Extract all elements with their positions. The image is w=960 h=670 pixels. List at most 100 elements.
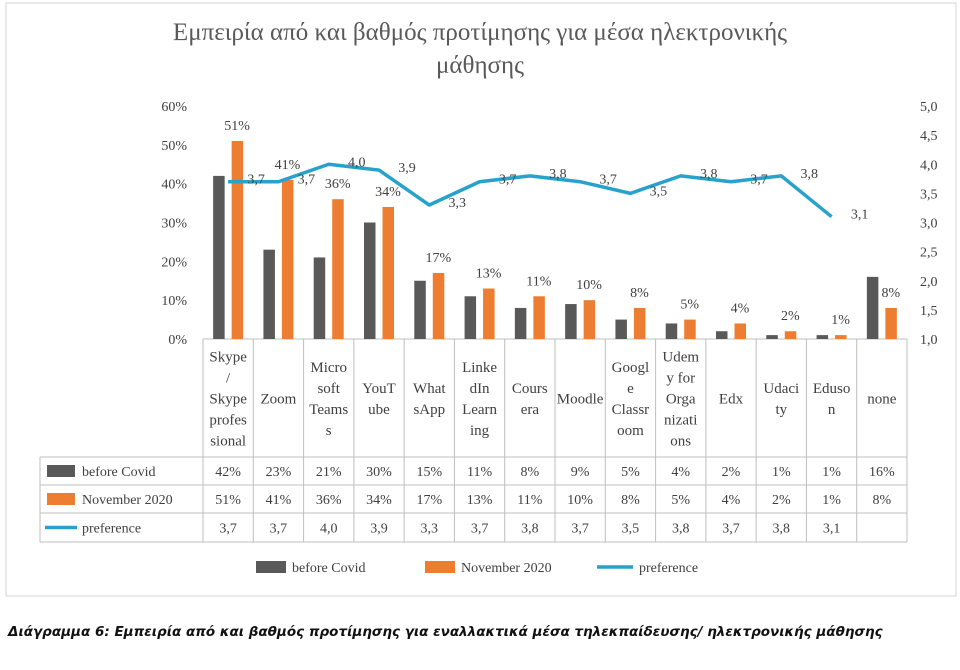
bar-data-label: 8% <box>630 286 649 301</box>
line-data-label: 3,8 <box>801 167 819 182</box>
table-cell: 3,7 <box>722 522 740 537</box>
right-tick-label: 4,5 <box>920 129 938 144</box>
table-cell: 1% <box>772 465 791 480</box>
table-cell: 3,8 <box>521 522 539 537</box>
left-tick-label: 50% <box>161 139 187 154</box>
bar-before-covid <box>464 296 477 339</box>
right-tick-label: 2,5 <box>920 246 938 261</box>
table-cell: 3,7 <box>270 522 288 537</box>
bar-before-covid <box>313 257 326 339</box>
category-label: Cours era <box>512 381 548 418</box>
legend: before Covid November 2020 preference <box>256 561 698 576</box>
right-tick-label: 5,0 <box>920 100 938 115</box>
chart-frame <box>5 2 957 597</box>
table-cell: 1% <box>822 465 841 480</box>
right-tick-label: 1,5 <box>920 304 938 319</box>
bar-november-2020 <box>231 140 244 339</box>
category-label: none <box>867 392 897 408</box>
category-label: Micro soft Teams s <box>309 360 348 439</box>
table-cell: 8% <box>873 493 892 508</box>
bar-november-2020 <box>734 323 746 339</box>
table-cell: 3,8 <box>672 522 690 537</box>
legend-key <box>256 561 286 573</box>
category-label: YouT ube <box>362 381 396 418</box>
table-cell: 11% <box>467 465 492 480</box>
table-cell: 8% <box>521 465 540 480</box>
table-cell: 41% <box>266 493 292 508</box>
line-data-label: 3,8 <box>700 167 718 182</box>
category-label: Udem y for Orga nizati ons <box>662 350 699 450</box>
bar-before-covid <box>766 335 778 339</box>
table-cell: 11% <box>517 493 542 508</box>
bar-before-covid <box>866 276 879 339</box>
line-data-label: 3,7 <box>499 173 517 188</box>
bar-november-2020 <box>332 199 344 339</box>
category-label: Linke dIn Learn ing <box>462 360 497 439</box>
bar-data-label: 17% <box>425 251 451 266</box>
bar-before-covid <box>364 222 376 339</box>
table-cell: 5% <box>621 465 640 480</box>
table-cell: 8% <box>621 493 640 508</box>
category-label: Moodle <box>557 392 604 408</box>
figure-caption: Διάγραμμα 6: Εμπειρία από και βαθμός προ… <box>8 624 883 640</box>
table-cell: 3,7 <box>471 522 489 537</box>
category-label: Skype / Skype profes sional <box>209 350 247 450</box>
table-cell: 1% <box>822 493 841 508</box>
right-tick-label: 3,0 <box>920 217 938 232</box>
table-cell: 23% <box>266 465 292 480</box>
line-data-label: 3,8 <box>549 167 567 182</box>
bar-data-label: 51% <box>224 119 250 134</box>
left-tick-label: 20% <box>161 255 187 270</box>
table-cell: 4% <box>671 465 690 480</box>
table-cell: 51% <box>215 493 241 508</box>
table-cell: 10% <box>567 493 593 508</box>
bar-before-covid <box>565 304 577 339</box>
bar-data-label: 2% <box>781 309 800 324</box>
right-tick-label: 1,0 <box>920 333 938 348</box>
category-label: Edx <box>719 392 744 408</box>
bar-data-label: 10% <box>576 278 602 293</box>
line-data-label: 3,3 <box>449 196 467 211</box>
bar-november-2020 <box>684 319 696 339</box>
table-cell: 34% <box>366 493 392 508</box>
bar-before-covid <box>716 331 728 339</box>
bar-data-labels: 51% 41% 36% 34% 17% 13% 11% 10% 8% 5% 4% 2% 1% 8% <box>224 119 900 328</box>
table-cell: 2% <box>772 493 791 508</box>
table-cell: 17% <box>416 493 442 508</box>
table-cell: 9% <box>571 465 590 480</box>
table-series-name: before Covid <box>82 465 155 480</box>
title-line: μάθησης <box>436 52 524 79</box>
bar-november-2020 <box>382 206 394 339</box>
left-tick-label: 30% <box>161 217 187 232</box>
category-label: What sApp <box>413 381 446 418</box>
table-cell: 3,7 <box>571 522 589 537</box>
category-label: Eduso n <box>813 381 851 418</box>
table-series-name: November 2020 <box>82 493 173 508</box>
bar-data-label: 41% <box>275 158 301 173</box>
bar-november-2020 <box>533 296 545 339</box>
table-cell: 15% <box>416 465 442 480</box>
category-label: Googl e Classr oom <box>612 360 650 439</box>
bar-november-2020 <box>432 272 445 339</box>
left-tick-label: 60% <box>161 100 187 115</box>
category-labels: Skype / Skype profes sional Zoom Micro soft Team… <box>209 350 896 450</box>
bar-before-covid <box>816 335 829 339</box>
bar-data-label: 13% <box>476 267 502 282</box>
bar-before-covid <box>514 307 527 339</box>
bar-data-label: 5% <box>680 298 699 313</box>
bar-november-2020 <box>583 300 596 339</box>
legend-label: before Covid <box>292 561 365 576</box>
bar-data-label: 11% <box>526 274 551 289</box>
table-cell: 2% <box>722 465 741 480</box>
bar-data-label: 4% <box>731 301 750 316</box>
right-tick-label: 3,5 <box>920 187 938 202</box>
table-series-name: preference <box>82 522 141 537</box>
bar-data-label: 1% <box>831 313 850 328</box>
preference-line <box>228 162 833 219</box>
table-cell: 5% <box>671 493 690 508</box>
right-tick-label: 4,0 <box>920 158 938 173</box>
bar-before-covid <box>414 280 426 339</box>
legend-key <box>425 561 455 573</box>
table-cell: 13% <box>467 493 493 508</box>
table-cell: 3,1 <box>823 522 841 537</box>
